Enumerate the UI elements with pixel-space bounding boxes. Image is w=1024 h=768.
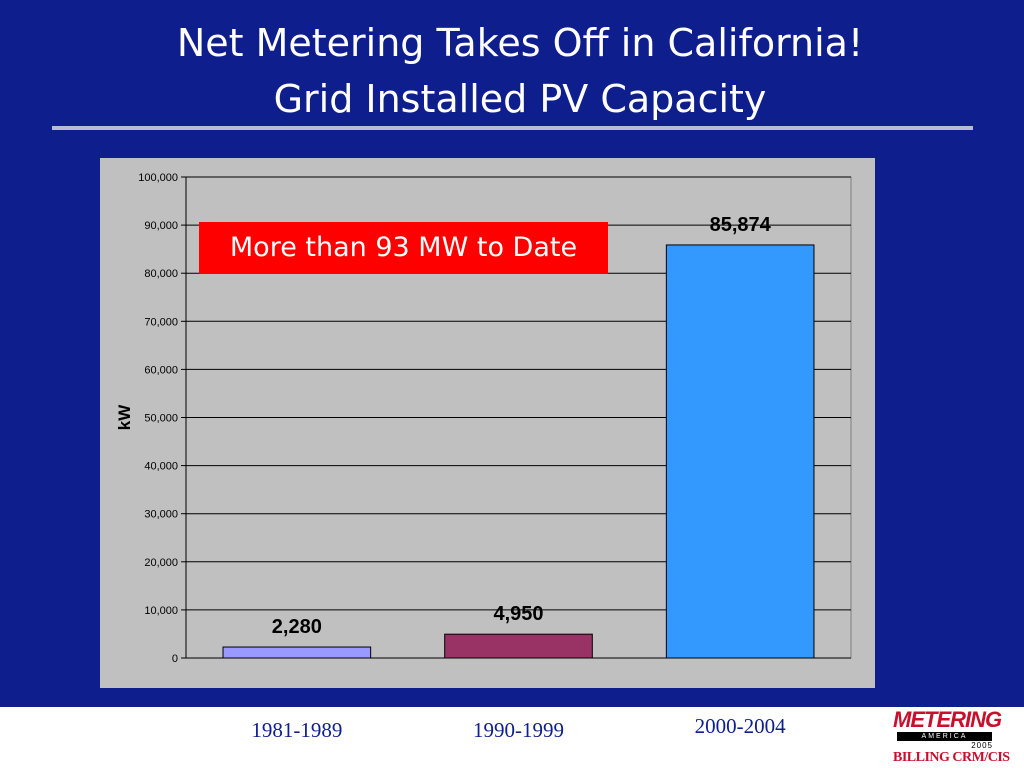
callout-box: More than 93 MW to Date	[199, 222, 608, 274]
bar	[222, 646, 372, 659]
slide-title: Net Metering Takes Off in California!	[176, 21, 864, 65]
category-label: 2000-2004	[694, 714, 786, 738]
y-tick-label: 50,000	[144, 413, 178, 425]
conference-logo: METERING AMERICA 2005 BILLING CRM/CIS	[893, 707, 1010, 765]
category-label: 1990-1999	[473, 718, 564, 742]
bar	[444, 633, 593, 659]
data-label: 85,874	[710, 214, 772, 236]
y-tick-label: 60,000	[144, 364, 178, 376]
logo-year-text: 2005	[971, 741, 993, 750]
y-tick-label: 10,000	[144, 605, 178, 617]
y-tick-label: 0	[172, 653, 178, 665]
y-tick-label: 20,000	[144, 557, 178, 569]
data-label: 2,280	[272, 616, 322, 638]
logo-billing-text: BILLING CRM/CIS	[893, 750, 1010, 765]
category-label: 1981-1989	[251, 718, 343, 742]
data-label: 4,950	[493, 603, 543, 625]
title-divider	[52, 126, 973, 130]
logo-america-text: AMERICA	[897, 732, 992, 741]
y-axis-label: kW	[115, 404, 134, 430]
logo-metering-text: METERING	[893, 707, 1002, 732]
bar	[665, 244, 815, 659]
slide-subtitle: Grid Installed PV Capacity	[273, 77, 767, 121]
y-tick-label: 70,000	[144, 316, 178, 328]
y-tick-label: 30,000	[144, 509, 178, 521]
footer-strip	[0, 707, 1024, 768]
y-tick-label: 80,000	[144, 268, 178, 280]
y-tick-label: 40,000	[144, 461, 178, 473]
y-tick-label: 90,000	[144, 220, 178, 232]
y-tick-label: 100,000	[138, 172, 178, 184]
